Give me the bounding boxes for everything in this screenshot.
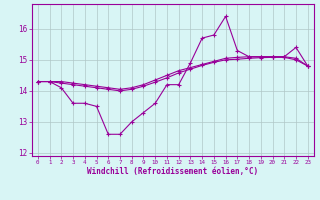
X-axis label: Windchill (Refroidissement éolien,°C): Windchill (Refroidissement éolien,°C) — [87, 167, 258, 176]
